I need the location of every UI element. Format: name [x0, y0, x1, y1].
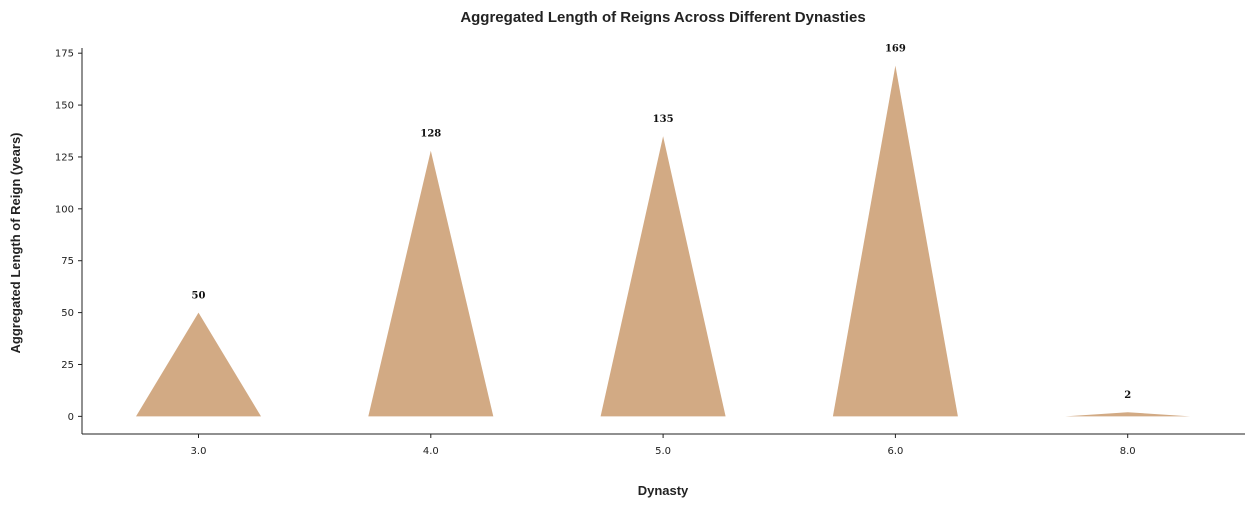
x-axis-label: Dynasty: [638, 483, 689, 498]
bar-5.0: [600, 136, 726, 417]
y-tick-label: 50: [61, 308, 74, 319]
y-axis-label: Aggregated Length of Reign (years): [8, 132, 23, 353]
y-tick-label: 0: [68, 412, 74, 423]
bar-6.0: [832, 65, 958, 417]
x-tick-label: 8.0: [1120, 446, 1136, 457]
y-tick-label: 125: [55, 152, 74, 163]
data-label: 169: [885, 44, 906, 55]
data-label: 50: [192, 291, 206, 302]
x-tick-label: 3.0: [191, 446, 207, 457]
chart-title: Aggregated Length of Reigns Across Diffe…: [460, 9, 865, 26]
plot-area: 0 25 50 75 100 125 150 175 3.0 50 4.0 128 5.0 135 6.0 1…: [55, 44, 1245, 457]
data-label: 135: [653, 114, 674, 125]
y-tick-label: 100: [55, 204, 74, 215]
data-label: 128: [420, 129, 441, 140]
bar-4.0: [368, 150, 494, 417]
bar-3.0: [136, 312, 261, 417]
x-tick-label: 4.0: [423, 446, 439, 457]
data-label: 2: [1124, 390, 1131, 401]
y-tick-label: 25: [61, 360, 74, 371]
y-tick-label: 150: [55, 101, 74, 112]
y-tick-label: 175: [55, 49, 74, 60]
x-tick-label: 5.0: [655, 446, 671, 457]
x-tick-label: 6.0: [887, 446, 903, 457]
bar-8.0: [1065, 412, 1191, 417]
y-tick-label: 75: [61, 256, 74, 267]
